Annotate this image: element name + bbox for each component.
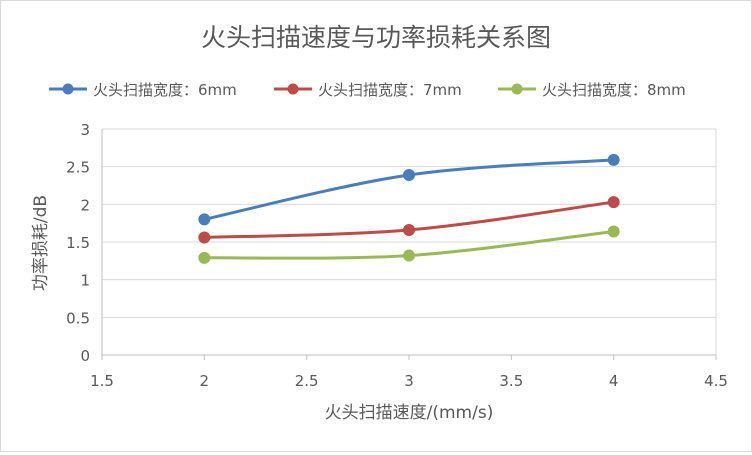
legend-label: 火头扫描宽度：6mm xyxy=(93,81,237,99)
data-point xyxy=(198,231,211,244)
legend-marker xyxy=(511,83,523,95)
y-tick-label: 0 xyxy=(80,347,90,365)
x-tick-label: 1.5 xyxy=(90,372,114,390)
y-tick-label: 1 xyxy=(80,272,90,290)
data-point xyxy=(403,249,415,262)
series-3 xyxy=(198,225,620,264)
legend-label: 火头扫描宽度：7mm xyxy=(318,81,462,99)
legend-label: 火头扫描宽度：8mm xyxy=(542,81,686,99)
data-point xyxy=(198,213,211,226)
y-tick-label: 3 xyxy=(80,121,90,139)
x-tick-label: 2 xyxy=(200,372,210,390)
legend-marker xyxy=(62,83,74,95)
gridlines xyxy=(102,128,717,355)
series-1 xyxy=(198,153,620,226)
y-tick-label: 2 xyxy=(80,196,90,214)
y-tick-label: 1.5 xyxy=(66,234,90,252)
data-point xyxy=(607,153,620,166)
x-axis-label: 火头扫描速度/(mm/s) xyxy=(325,403,494,423)
y-tick-label: 2.5 xyxy=(66,159,90,177)
legend-item: 火头扫描宽度：8mm xyxy=(498,81,686,99)
y-axis-label: 功率损耗/dB xyxy=(31,195,51,291)
legend-item: 火头扫描宽度：7mm xyxy=(274,81,462,99)
x-tick-label: 4.5 xyxy=(704,372,728,390)
series-2 xyxy=(198,196,620,244)
series-group xyxy=(198,153,620,264)
legend-marker xyxy=(287,83,299,95)
chart-title: 火头扫描速度与功率损耗关系图 xyxy=(201,23,551,52)
x-tick-label: 3.5 xyxy=(499,372,523,390)
legend-item: 火头扫描宽度：6mm xyxy=(49,81,237,99)
data-point xyxy=(607,225,620,238)
x-tick-label: 2.5 xyxy=(295,372,319,390)
data-point xyxy=(403,223,415,236)
axes: 0 0.5 1 1.5 2 2.5 3 1.5 2 2.5 3 3.5 4 4.5 xyxy=(66,121,728,390)
data-point xyxy=(607,196,620,209)
data-point xyxy=(403,168,415,181)
data-point xyxy=(198,251,211,264)
x-tick-label: 3 xyxy=(404,372,414,390)
y-tick-label: 0.5 xyxy=(66,309,90,327)
x-tick-label: 4 xyxy=(609,372,619,390)
legend: 火头扫描宽度：6mm 火头扫描宽度：7mm 火头扫描宽度：8mm xyxy=(49,81,686,99)
